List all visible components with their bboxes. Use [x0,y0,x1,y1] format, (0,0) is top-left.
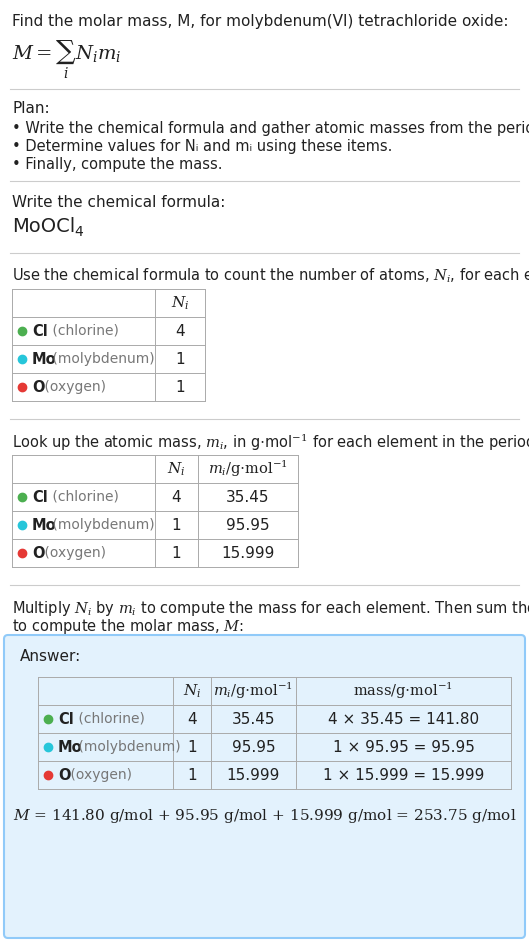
Text: Answer:: Answer: [20,649,81,664]
Text: 4: 4 [187,711,197,726]
Text: MoOCl: MoOCl [12,217,75,236]
Text: (oxygen): (oxygen) [67,768,132,782]
Text: 1: 1 [175,380,185,395]
Text: (chlorine): (chlorine) [48,490,119,504]
Text: Plan:: Plan: [12,101,50,116]
Text: 95.95: 95.95 [232,739,275,755]
Text: O: O [32,380,44,395]
Text: $N_i$: $N_i$ [171,294,189,312]
Text: (oxygen): (oxygen) [41,380,106,394]
Text: 4: 4 [172,490,181,505]
Text: (molybdenum): (molybdenum) [74,740,180,754]
Text: mass/g$\cdot$mol$^{-1}$: mass/g$\cdot$mol$^{-1}$ [353,681,453,701]
Text: (chlorine): (chlorine) [48,324,119,338]
Text: 35.45: 35.45 [232,711,275,726]
Text: Cl: Cl [32,490,48,505]
Text: Find the molar mass, M, for molybdenum(VI) tetrachloride oxide:: Find the molar mass, M, for molybdenum(V… [12,14,508,29]
Text: 95.95: 95.95 [226,517,270,532]
Text: $M$ = 141.80 g/mol + 95.95 g/mol + 15.999 g/mol = 253.75 g/mol: $M$ = 141.80 g/mol + 95.95 g/mol + 15.99… [13,807,516,825]
Text: to compute the molar mass, $M$:: to compute the molar mass, $M$: [12,617,244,636]
Text: 1: 1 [187,768,197,783]
Text: (chlorine): (chlorine) [74,712,145,726]
FancyBboxPatch shape [4,635,525,938]
Text: Mo: Mo [58,739,83,755]
Text: 1 × 15.999 = 15.999: 1 × 15.999 = 15.999 [323,768,484,783]
Text: 1 × 95.95 = 95.95: 1 × 95.95 = 95.95 [333,739,475,755]
Text: $m_i$/g$\cdot$mol$^{-1}$: $m_i$/g$\cdot$mol$^{-1}$ [208,459,288,479]
Text: Use the chemical formula to count the number of atoms, $N_i$, for each element:: Use the chemical formula to count the nu… [12,267,529,285]
Text: O: O [32,545,44,560]
Text: Mo: Mo [32,517,57,532]
Text: (oxygen): (oxygen) [41,546,106,560]
Text: 1: 1 [172,545,181,560]
Text: (molybdenum): (molybdenum) [48,518,154,532]
Text: 15.999: 15.999 [227,768,280,783]
Text: Mo: Mo [32,351,57,366]
Text: Write the chemical formula:: Write the chemical formula: [12,195,225,210]
Text: Cl: Cl [58,711,74,726]
Text: Look up the atomic mass, $m_i$, in g$\cdot$mol$^{-1}$ for each element in the pe: Look up the atomic mass, $m_i$, in g$\cd… [12,433,529,453]
Text: 4: 4 [175,323,185,338]
Text: 15.999: 15.999 [221,545,275,560]
Text: 35.45: 35.45 [226,490,270,505]
Text: 4 × 35.45 = 141.80: 4 × 35.45 = 141.80 [328,711,479,726]
Text: O: O [58,768,70,783]
Text: 1: 1 [172,517,181,532]
Text: $N_i$: $N_i$ [183,682,201,700]
Text: $m_i$/g$\cdot$mol$^{-1}$: $m_i$/g$\cdot$mol$^{-1}$ [214,681,294,701]
Text: Multiply $N_i$ by $m_i$ to compute the mass for each element. Then sum those val: Multiply $N_i$ by $m_i$ to compute the m… [12,599,529,618]
Text: (molybdenum): (molybdenum) [48,352,154,366]
Text: • Determine values for Nᵢ and mᵢ using these items.: • Determine values for Nᵢ and mᵢ using t… [12,139,393,154]
Text: • Finally, compute the mass.: • Finally, compute the mass. [12,157,223,172]
Text: $M = \sum_i N_i m_i$: $M = \sum_i N_i m_i$ [12,39,121,81]
Text: 4: 4 [74,225,83,239]
Text: 1: 1 [175,351,185,366]
Text: 1: 1 [187,739,197,755]
Text: • Write the chemical formula and gather atomic masses from the periodic table.: • Write the chemical formula and gather … [12,121,529,136]
Text: $N_i$: $N_i$ [167,461,186,478]
Text: Cl: Cl [32,323,48,338]
